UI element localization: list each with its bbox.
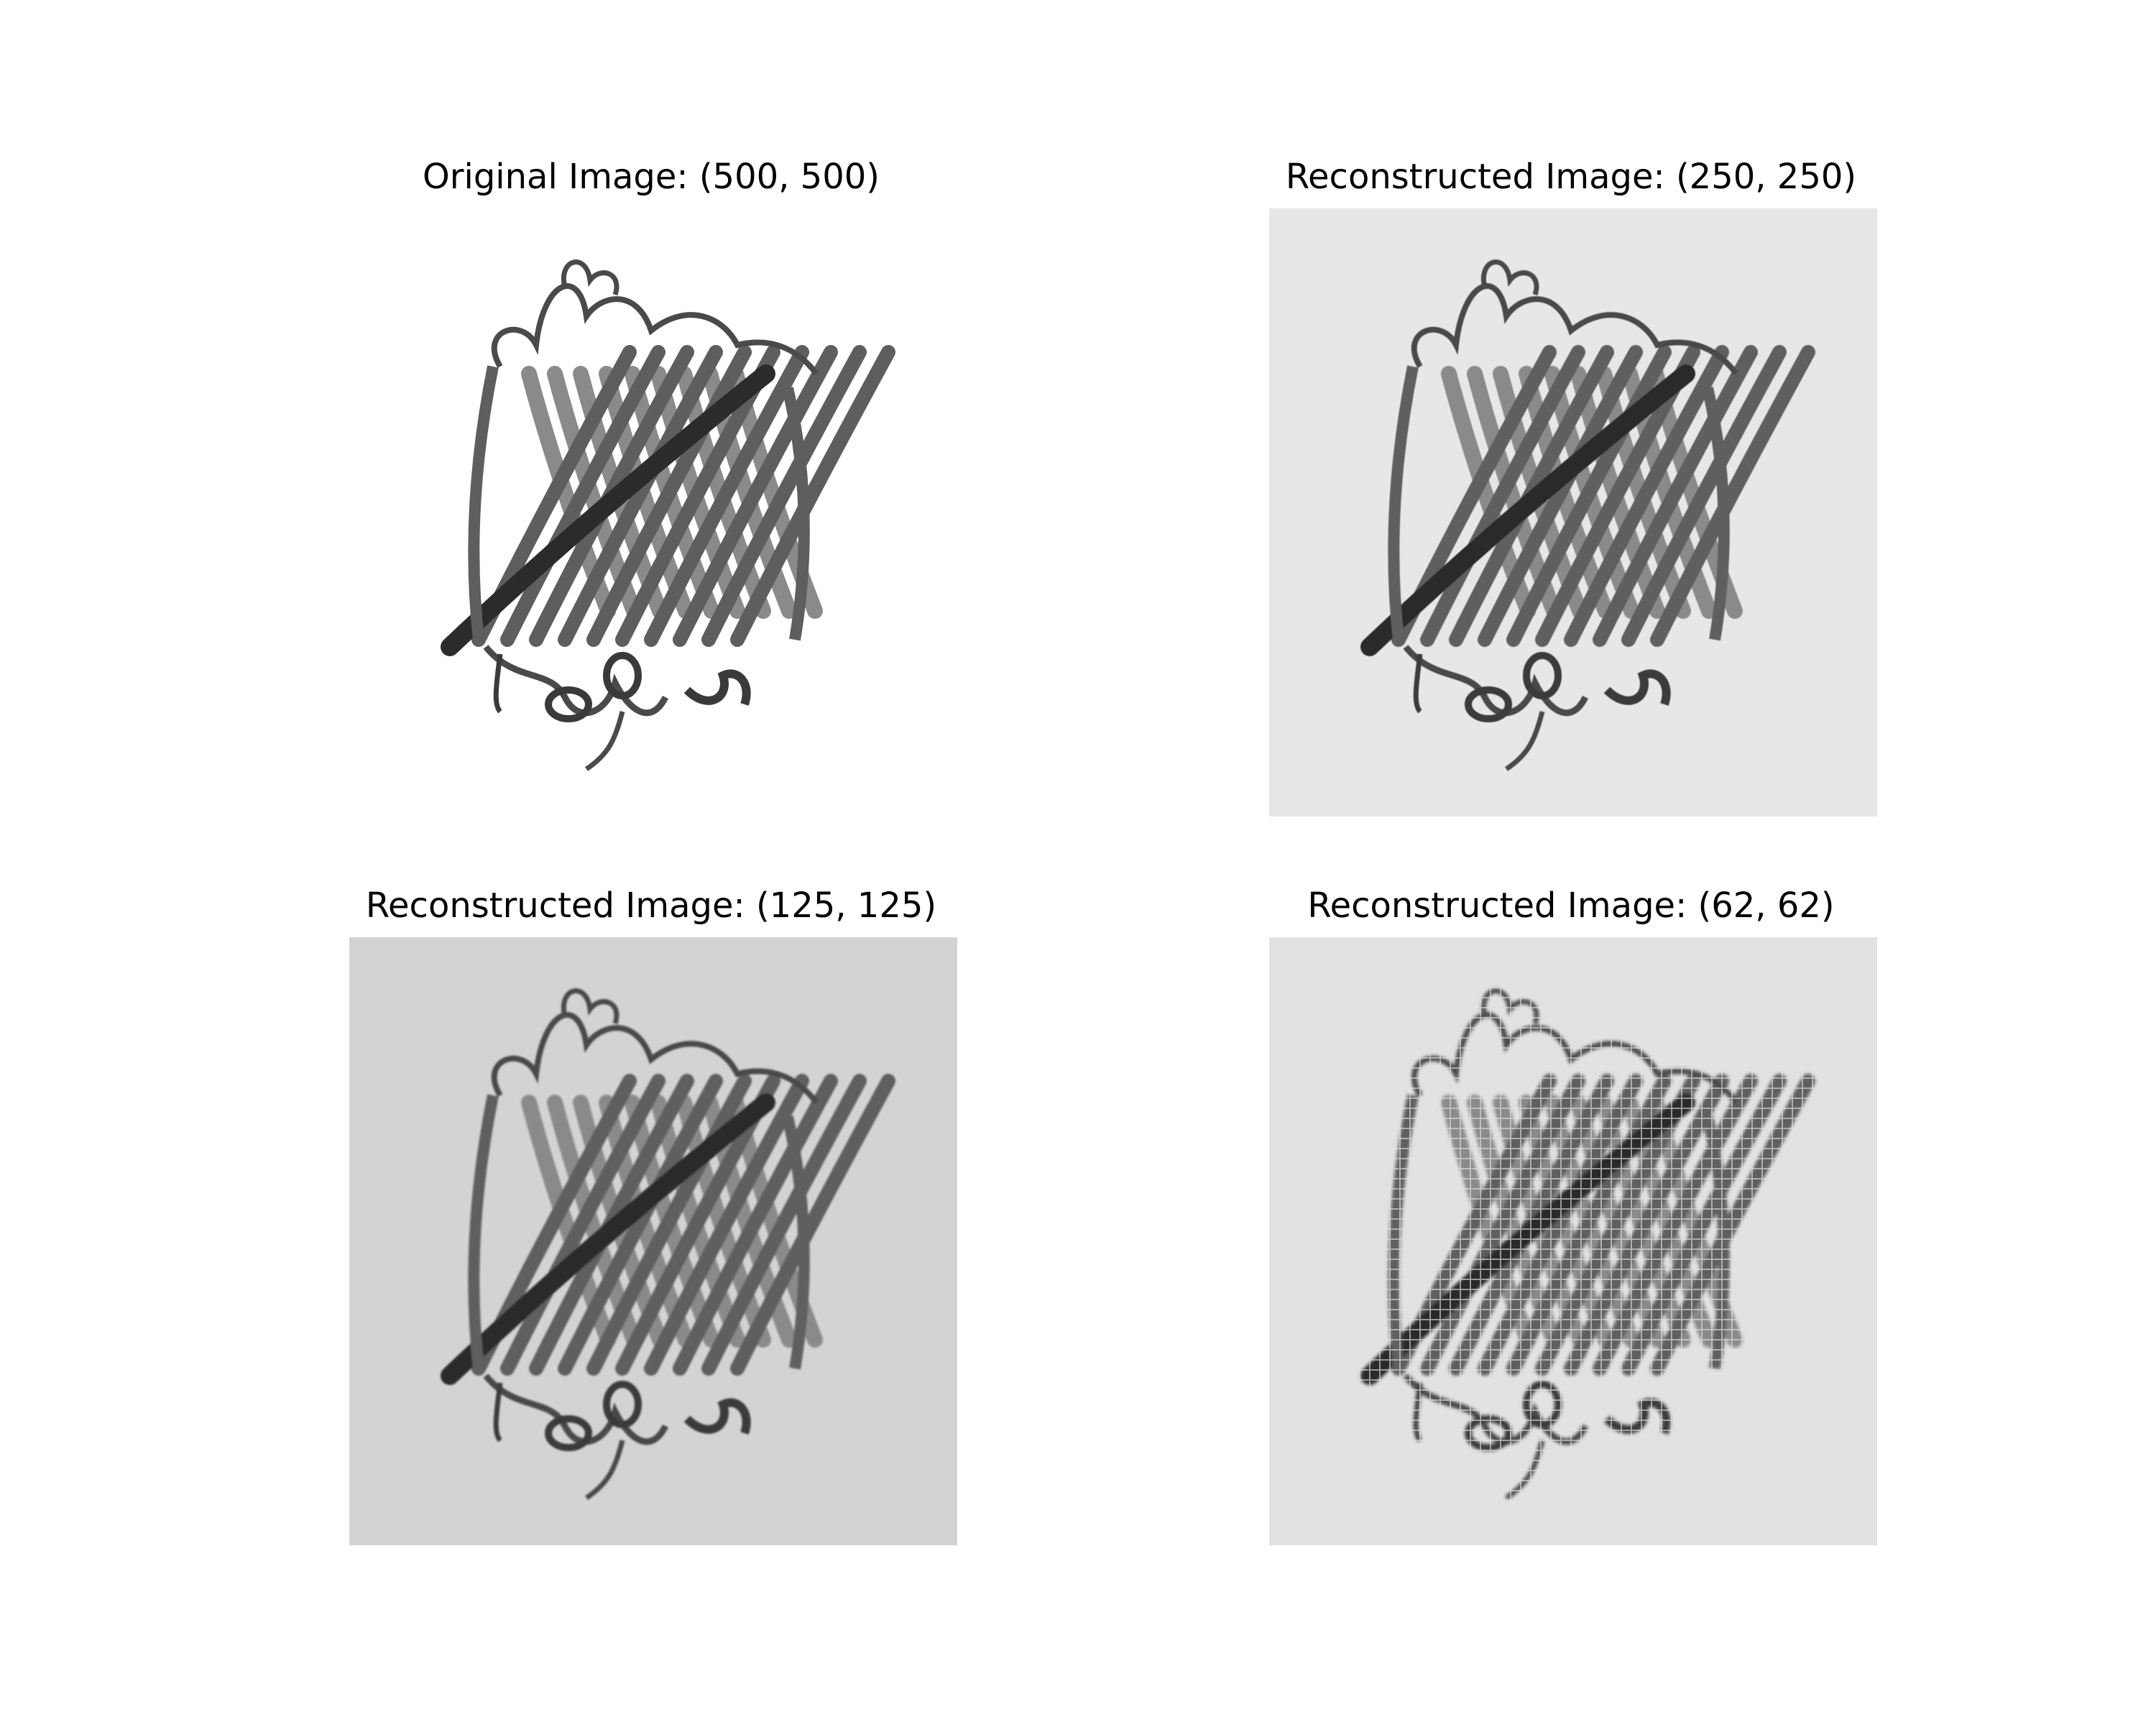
tail-loop bbox=[585, 711, 625, 771]
top-loops bbox=[1480, 259, 1539, 296]
front-strand bbox=[1593, 345, 1758, 647]
barrel-side bbox=[1702, 387, 1730, 641]
panel-title-reconstructed-250: Reconstructed Image: (250, 250) bbox=[1285, 157, 1857, 197]
front-strand bbox=[558, 345, 723, 647]
helix bbox=[603, 652, 642, 699]
front-strand bbox=[1506, 345, 1672, 647]
front-strand bbox=[701, 345, 867, 647]
top-loops bbox=[1411, 282, 1739, 376]
protein-ribbon-image bbox=[349, 208, 957, 816]
panel-title-reconstructed-62: Reconstructed Image: (62, 62) bbox=[1307, 886, 1835, 926]
front-strand bbox=[1621, 345, 1787, 647]
front-strand bbox=[701, 1074, 867, 1376]
helix bbox=[683, 669, 751, 706]
protein-ribbon bbox=[1360, 259, 1815, 771]
front-strand bbox=[500, 1074, 665, 1376]
central-strand bbox=[1360, 364, 1695, 656]
front-strand bbox=[1564, 345, 1729, 647]
pixel-grid-overlay bbox=[1269, 937, 1877, 1545]
image-panel-reconstructed-125 bbox=[349, 937, 957, 1545]
central-strand bbox=[441, 364, 775, 656]
tail-loop bbox=[493, 653, 503, 714]
helix bbox=[683, 1398, 751, 1435]
protein-ribbon bbox=[441, 259, 895, 771]
image-panel-reconstructed-250 bbox=[1269, 208, 1877, 816]
front-strand bbox=[558, 1074, 723, 1376]
tail-loop bbox=[585, 1440, 625, 1500]
front-strand bbox=[673, 345, 838, 647]
helix bbox=[1465, 686, 1512, 722]
barrel-side bbox=[782, 387, 810, 641]
top-loops bbox=[561, 988, 619, 1025]
bottom-loops bbox=[1403, 645, 1589, 717]
tail-loop bbox=[1413, 653, 1423, 714]
panel-title-reconstructed-125: Reconstructed Image: (125, 125) bbox=[365, 886, 937, 926]
front-strand bbox=[586, 345, 752, 647]
helix bbox=[545, 686, 592, 722]
tail-loop bbox=[1505, 711, 1545, 771]
barrel-side bbox=[782, 1116, 810, 1370]
front-strand bbox=[586, 1074, 752, 1376]
helix bbox=[603, 1381, 642, 1428]
front-strand bbox=[644, 345, 809, 647]
image-panel-original bbox=[349, 208, 957, 816]
protein-ribbon-image bbox=[349, 937, 957, 1545]
barrel-side bbox=[468, 365, 499, 640]
protein-ribbon-image bbox=[1269, 937, 1877, 1545]
front-strand bbox=[673, 1074, 838, 1376]
bottom-loops bbox=[483, 645, 669, 717]
top-loops bbox=[492, 1011, 819, 1105]
barrel-side bbox=[468, 1094, 499, 1369]
top-loops bbox=[492, 282, 819, 376]
image-panel-reconstructed-62 bbox=[1269, 937, 1877, 1545]
bottom-loops bbox=[483, 1374, 669, 1445]
front-strand bbox=[1478, 345, 1643, 647]
protein-ribbon-image bbox=[1269, 208, 1877, 816]
barrel-side bbox=[1388, 365, 1419, 640]
central-strand bbox=[441, 1093, 775, 1385]
panel-title-original: Original Image: (500, 500) bbox=[422, 157, 880, 197]
tail-loop bbox=[493, 1382, 503, 1443]
top-loops bbox=[561, 259, 619, 296]
helix bbox=[1523, 652, 1562, 699]
helix bbox=[1603, 669, 1671, 706]
front-strand bbox=[1420, 345, 1585, 647]
front-strand bbox=[644, 1074, 809, 1376]
front-strand bbox=[500, 345, 665, 647]
protein-ribbon bbox=[441, 988, 895, 1500]
helix bbox=[545, 1415, 592, 1451]
